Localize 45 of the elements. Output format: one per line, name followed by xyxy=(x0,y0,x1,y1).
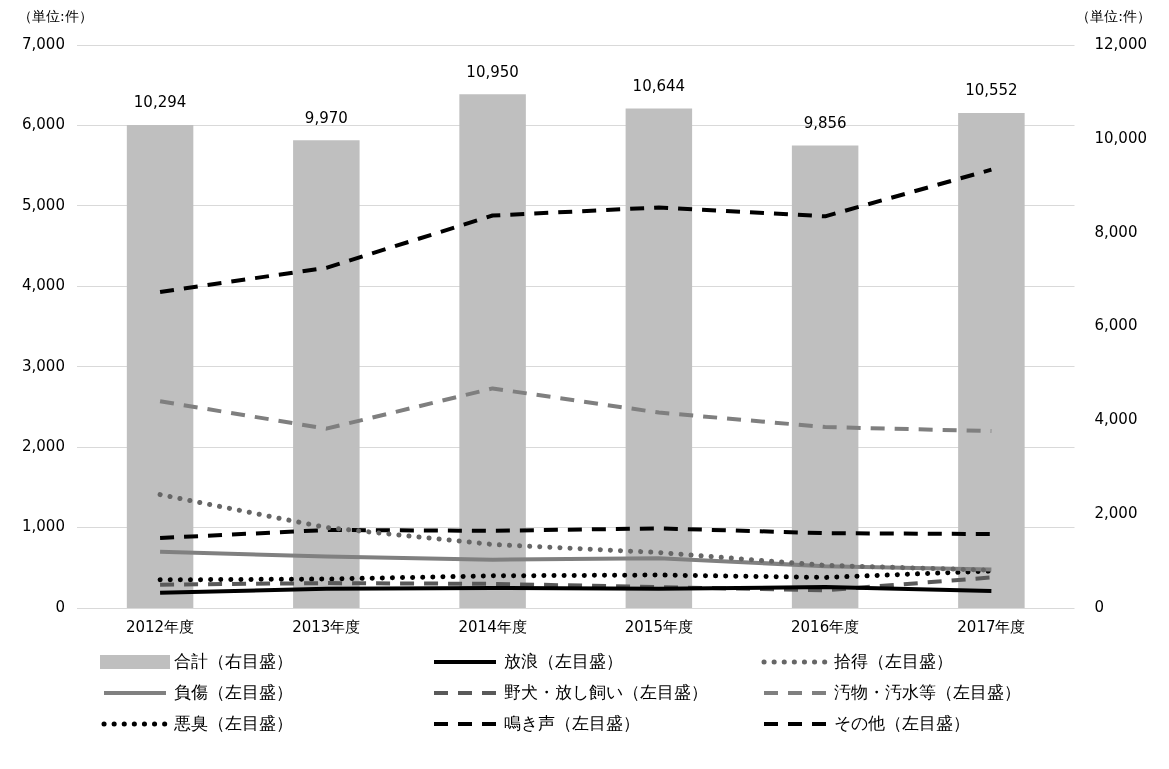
y-tick-label: 6,000 xyxy=(21,115,65,134)
y-tick-label: 3,000 xyxy=(21,356,65,375)
legend-label: 負傷（左目盛） xyxy=(174,681,293,704)
data-label: 10,552 xyxy=(965,81,1018,100)
y-tick-label: 0 xyxy=(55,597,65,616)
x-tick-label: 2015年度 xyxy=(624,617,693,636)
y-tick-label: 2,000 xyxy=(21,437,65,456)
y-tick-label: 7,000 xyxy=(21,34,65,53)
y2-tick-label: 12,000 xyxy=(1094,34,1148,53)
y2-tick-label: 2,000 xyxy=(1094,504,1138,523)
bar xyxy=(126,125,194,608)
data-label: 9,856 xyxy=(803,113,847,132)
bar xyxy=(791,145,859,608)
legend-label: 汚物・汚水等（左目盛） xyxy=(834,681,1021,704)
y2-tick-label: 0 xyxy=(1094,597,1105,616)
x-tick-label: 2012年度 xyxy=(125,617,195,636)
legend-label: 拾得（左目盛） xyxy=(834,650,953,673)
data-label: 10,644 xyxy=(632,77,686,96)
legend-label: 野犬・放し飼い（左目盛） xyxy=(504,681,708,704)
data-label: 9,970 xyxy=(304,108,348,127)
y2-tick-label: 4,000 xyxy=(1094,410,1138,429)
legend-label: 悪臭（左目盛） xyxy=(174,712,293,735)
data-label: 10,950 xyxy=(466,62,519,81)
y2-axis-title: （単位:件） xyxy=(1076,8,1151,26)
bar xyxy=(459,94,526,608)
y2-tick-label: 10,000 xyxy=(1094,128,1148,147)
y2-tick-label: 8,000 xyxy=(1094,222,1138,241)
bar xyxy=(293,140,360,608)
y2-tick-label: 6,000 xyxy=(1094,316,1138,335)
x-tick-label: 2014年度 xyxy=(458,617,527,636)
x-tick-label: 2016年度 xyxy=(791,617,860,636)
y-tick-label: 4,000 xyxy=(21,276,65,295)
y-tick-label: 1,000 xyxy=(21,517,65,536)
legend-label: その他（左目盛） xyxy=(834,712,970,735)
bar xyxy=(625,108,693,608)
y-tick-label: 5,000 xyxy=(21,195,65,214)
x-tick-label: 2013年度 xyxy=(292,617,361,636)
y-axis-title: （単位:件） xyxy=(18,8,93,26)
line-series xyxy=(158,167,994,294)
data-label: 10,294 xyxy=(133,93,187,112)
x-tick-label: 2017年度 xyxy=(957,617,1026,636)
legend-label: 放浪（左目盛） xyxy=(504,650,623,673)
bar xyxy=(958,112,1025,608)
legend-label: 鳴き声（左目盛） xyxy=(504,712,640,735)
legend-label: 合計（右目盛） xyxy=(174,650,293,673)
